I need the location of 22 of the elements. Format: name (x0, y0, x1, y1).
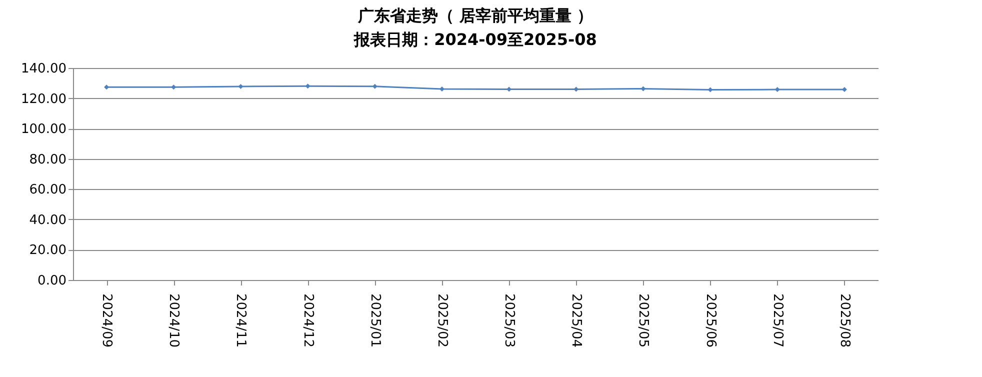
y-tick-label: 40.00 (29, 212, 66, 228)
x-tick-label: 2024/10 (166, 294, 182, 348)
y-tick-label: 140.00 (21, 62, 66, 76)
x-tick-label: 2024/11 (233, 294, 248, 348)
x-tick-label: 2025/04 (568, 294, 584, 348)
x-tick-label: 2025/05 (636, 294, 651, 348)
y-tick-label: 0.00 (38, 274, 66, 288)
x-tick-label: 2024/09 (99, 294, 114, 348)
chart-title: 广东省走势（ 居宰前平均重量 ） (356, 6, 594, 25)
x-tick-label: 2025/01 (367, 294, 382, 348)
x-tick-label: 2024/12 (300, 294, 316, 348)
chart-subtitle: 报表日期：2024-09至2025-08 (353, 30, 597, 49)
x-tick-label: 2025/02 (434, 294, 450, 348)
x-tick-label: 2025/06 (702, 294, 718, 348)
y-tick-label: 60.00 (29, 182, 66, 198)
y-tick-label: 100.00 (21, 122, 66, 138)
y-tick-label: 80.00 (29, 152, 66, 168)
y-tick-label: 20.00 (29, 243, 66, 258)
x-tick-label: 2025/03 (502, 294, 517, 348)
x-tick-label: 2025/07 (770, 294, 785, 348)
y-tick-label: 120.00 (21, 92, 66, 107)
x-tick-label: 2025/08 (836, 294, 852, 348)
